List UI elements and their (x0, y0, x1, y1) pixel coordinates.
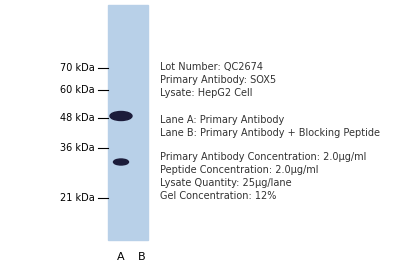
Text: Primary Antibody: SOX5: Primary Antibody: SOX5 (160, 75, 276, 85)
Text: 21 kDa: 21 kDa (60, 193, 95, 203)
Text: 36 kDa: 36 kDa (60, 143, 95, 153)
Text: B: B (138, 252, 146, 262)
Text: 70 kDa: 70 kDa (60, 63, 95, 73)
Ellipse shape (110, 112, 132, 120)
Text: Lane A: Primary Antibody: Lane A: Primary Antibody (160, 115, 284, 125)
Text: Primary Antibody Concentration: 2.0µg/ml: Primary Antibody Concentration: 2.0µg/ml (160, 152, 366, 162)
Text: Peptide Concentration: 2.0µg/ml: Peptide Concentration: 2.0µg/ml (160, 165, 318, 175)
Text: Lysate: HepG2 Cell: Lysate: HepG2 Cell (160, 88, 252, 98)
Text: A: A (117, 252, 125, 262)
Text: Gel Concentration: 12%: Gel Concentration: 12% (160, 191, 276, 201)
Text: Lysate Quantity: 25µg/lane: Lysate Quantity: 25µg/lane (160, 178, 292, 188)
Bar (108, 5, 148, 240)
Text: 60 kDa: 60 kDa (60, 85, 95, 95)
Text: Lane B: Primary Antibody + Blocking Peptide: Lane B: Primary Antibody + Blocking Pept… (160, 128, 380, 138)
Text: Lot Number: QC2674: Lot Number: QC2674 (160, 62, 263, 72)
Ellipse shape (114, 159, 128, 165)
Text: 48 kDa: 48 kDa (60, 113, 95, 123)
